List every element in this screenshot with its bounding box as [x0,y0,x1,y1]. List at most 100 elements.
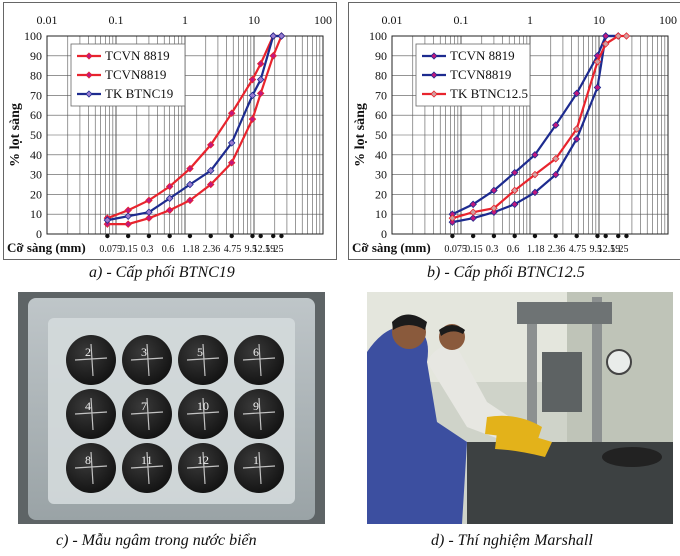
sieve-dot [279,233,284,239]
sieve-dot [450,233,455,239]
y-tick-label: 10 [30,207,42,221]
disc-label: 10 [197,399,209,413]
legend: TCVN 8819 TCVN8819 TK BTNC12.5 [415,43,531,107]
sieve-dot [512,233,517,239]
y-tick-label: 40 [30,148,42,162]
sieve-label: 0.15 [465,244,483,255]
series-1 [448,32,622,218]
data-point [490,186,498,195]
disc-marking [242,451,276,485]
disc-marking [74,397,108,431]
sieve-dot [616,233,621,239]
sieve-label: 0.3 [141,244,154,255]
data-point [510,168,519,177]
legend-swatch-marker [85,52,93,60]
data-point [124,220,132,228]
data-point [165,194,174,203]
data-point [469,200,477,209]
y-tick-label: 0 [36,227,42,241]
sieve-label: 1.18 [527,244,545,255]
sieve-dot [146,233,152,239]
data-point [186,180,194,189]
disc-marking [186,343,220,377]
legend-swatch-marker [430,71,438,79]
data-point [206,166,215,175]
y-tick-label: 100 [24,29,42,43]
sieve-label: 0.075 [444,244,467,255]
data-point [551,154,560,163]
sample-disc: 1 [234,443,284,493]
data-point [227,109,236,117]
sieve-label: 19 [610,244,620,255]
disc-label: 5 [197,345,203,359]
sieve-label: 25 [618,244,628,255]
disc-label: 7 [141,399,147,413]
y-tick-label: 90 [375,49,387,63]
disc-shape [178,389,228,439]
sieve-label: 0.6 [507,244,520,255]
sieve-dot [271,233,276,239]
data-point [601,32,610,40]
legend-entry: TK BTNC19 [105,86,173,101]
disc-shape [234,443,284,493]
legend-entry: TCVN8819 [105,67,166,82]
y-tick-label: 50 [375,128,387,142]
sieve-label: 0.075 [99,244,122,255]
sieve-label: 9.5 [589,244,602,255]
x-top-tick-label: 10 [593,13,605,27]
sieve-dot [258,233,263,239]
y-tick-label: 40 [375,148,387,162]
data-point [448,218,457,226]
x-top-tick-label: 0.1 [454,13,469,27]
y-tick-label: 80 [375,69,387,83]
series-3 [103,32,286,224]
sample-disc: 5 [178,335,228,385]
disc-marking [74,343,108,377]
series-3 [448,32,631,222]
disc-marking [186,397,220,431]
x-top-tick-label: 0.01 [382,13,403,27]
data-point [469,208,477,216]
y-tick-label: 60 [30,108,42,122]
sieve-dot [491,233,497,239]
disc-shape [66,443,116,493]
sample-disc: 3 [122,335,172,385]
sieve-dot [125,233,131,239]
legend-swatch-marker [430,52,438,60]
data-point [103,216,112,224]
sieve-label-row: 0.0750.15 0.3 0.6 1.18 2.36 4.75 9.512.51925 [99,244,283,255]
sieve-dot [574,233,579,239]
disc-label: 9 [253,399,259,413]
sieve-label-row: 0.0750.15 0.3 0.6 1.18 2.36 4.75 9.512.51925 [444,244,628,255]
y-tick-label: 30 [375,168,387,182]
disc-shape [178,335,228,385]
data-point [531,170,539,179]
y-axis-title: % lọt sàng [8,103,23,167]
sieve-label: 4.75 [224,244,242,255]
data-point [448,214,457,222]
data-point [145,214,153,222]
y-tick-label: 80 [30,69,42,83]
disc-shape [122,335,172,385]
sieve-dot [553,233,558,239]
x-axis-title: Cỡ sàng (mm) [7,240,86,255]
disc-marking [186,451,220,485]
data-point [593,57,602,66]
caption-c: c) - Mẫu ngâm trong nước biển [56,532,257,549]
data-point [227,139,236,147]
sample-disc: 12 [178,443,228,493]
data-point [124,212,132,220]
y-tick-label: 70 [375,88,387,102]
data-point [248,115,257,123]
data-point [256,89,265,98]
sieve-dot [470,233,476,239]
sieve-dot [105,233,110,239]
sieve-label: 0.6 [162,244,175,255]
data-point [572,125,581,133]
chart-a: 0.01 0.1 1 10 100 0 10 20 30 40 50 60 70 80 90 100 % lọt… [3,2,337,260]
x-axis-title: Cỡ sàng (mm) [352,240,431,255]
disc-label: 6 [253,345,259,359]
sieve-label: 0.3 [486,244,499,255]
x-top-tick-label: 1 [182,13,188,27]
plot-area [391,35,669,235]
